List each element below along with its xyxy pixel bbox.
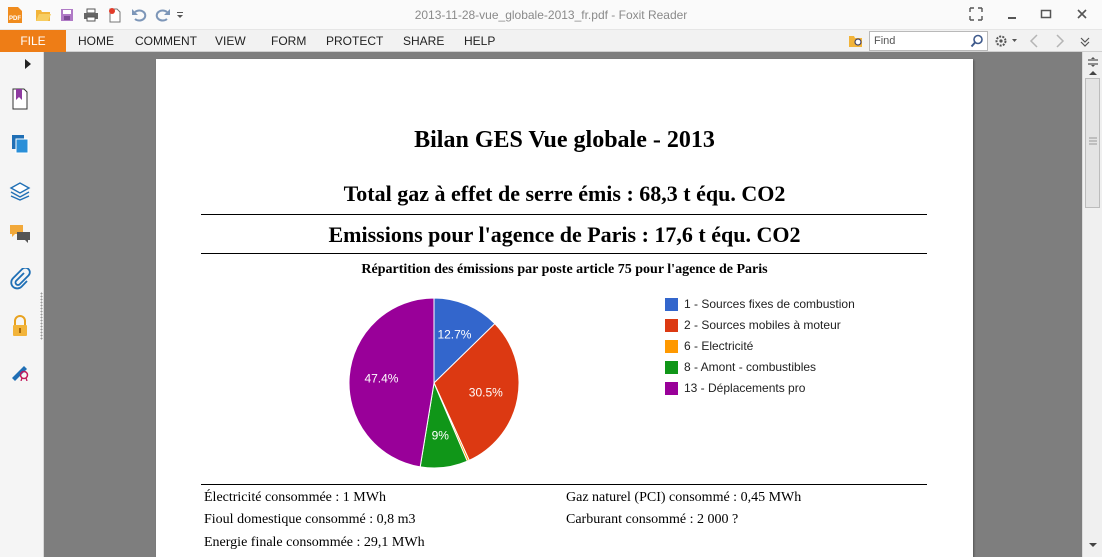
legend-item: 8 - Amont - combustibles [665,360,816,374]
tab-form[interactable]: FORM [271,34,307,48]
vertical-scrollbar[interactable] [1082,52,1102,557]
document-title: Bilan GES Vue globale - 2013 [414,127,715,153]
stat-electricity: Électricité consommée : 1 MWh [204,490,386,505]
legend-swatch [665,360,678,374]
scroll-down-icon[interactable] [1087,538,1099,552]
previous-icon[interactable] [1026,33,1042,49]
split-view-icon[interactable] [1087,56,1099,70]
comments-icon[interactable] [8,222,32,246]
svg-text:PDF: PDF [9,16,21,22]
panel-resize-grip[interactable] [40,292,43,340]
print-icon[interactable] [82,6,100,24]
tab-help[interactable]: HELP [464,34,496,48]
foxit-logo-icon: PDF [6,6,24,24]
legend-item: 13 - Déplacements pro [665,381,805,395]
expand-panel-arrow-icon[interactable] [24,58,32,72]
window-title: 2013-11-28-vue_globale-2013_fr.pdf - Fox… [414,8,688,22]
pdf-page: Bilan GES Vue globale - 2013 Total gaz à… [156,59,973,557]
pie-data-label: 12.7% [437,327,471,341]
legend-item: 1 - Sources fixes de combustion [665,297,855,311]
layers-icon[interactable] [8,178,32,202]
chart-heading: Répartition des émissions par poste arti… [361,262,768,277]
new-document-icon[interactable] [106,6,124,24]
title-bar: PDF 2013-11-28-vue_globale-2013_fr.pdf -… [0,0,1102,30]
pie-data-label: 47.4% [364,372,398,386]
maximize-icon[interactable] [1038,6,1054,22]
settings-gear-icon[interactable] [993,33,1019,49]
divider [201,253,927,254]
pie-data-label: 30.5% [469,386,503,400]
customize-toolbar-chevron-icon[interactable] [174,6,186,24]
attachments-icon[interactable] [8,267,32,291]
security-lock-icon[interactable] [8,314,32,338]
divider [201,214,927,215]
stat-fuel-oil: Fioul domestique consommé : 0,8 m3 [204,512,416,527]
document-view: Bilan GES Vue globale - 2013 Total gaz à… [44,52,1082,557]
tab-view[interactable]: VIEW [215,34,246,48]
legend-label: 6 - Electricité [684,339,754,353]
total-emissions-heading: Total gaz à effet de serre émis : 68,3 t… [343,181,786,206]
ribbon-menu: FILE HOME COMMENT VIEW FORM PROTECT SHAR… [0,30,1102,52]
pie-slice [433,322,520,462]
scroll-up-icon[interactable] [1087,66,1099,80]
legend-item: 2 - Sources mobiles à moteur [665,318,841,332]
find-box[interactable] [869,31,988,51]
pie-slice [433,297,496,385]
legend-label: 13 - Déplacements pro [684,381,806,395]
legend-label: 8 - Amont - combustibles [684,360,817,374]
stat-natural-gas: Gaz naturel (PCI) consommé : 0,45 MWh [566,490,802,505]
tab-comment[interactable]: COMMENT [135,34,197,48]
navigation-panel [0,52,44,557]
close-icon[interactable] [1074,6,1090,22]
redo-icon[interactable] [154,6,172,24]
stat-fuel: Carburant consommé : 2 000 ? [566,512,739,527]
restore-ribbon-icon[interactable] [968,6,984,22]
legend-label: 2 - Sources mobiles à moteur [684,318,841,332]
pie-slice [348,297,435,468]
signature-icon[interactable] [8,358,32,382]
bookmarks-icon[interactable] [8,87,32,111]
agency-emissions-heading: Emissions pour l'agence de Paris : 17,6 … [328,222,801,247]
tab-protect[interactable]: PROTECT [326,34,384,48]
undo-icon[interactable] [130,6,148,24]
legend-swatch [665,381,678,395]
stat-final-energy: Energie finale consommée : 29,1 MWh [204,535,425,550]
legend-swatch [665,339,678,353]
find-folder-icon[interactable] [848,33,864,49]
minimize-icon[interactable] [1004,6,1020,22]
collapse-ribbon-icon[interactable] [1077,33,1093,49]
legend-item: 6 - Electricité [665,339,753,353]
next-icon[interactable] [1052,33,1068,49]
scrollbar-thumb[interactable] [1085,78,1100,208]
tab-share[interactable]: SHARE [403,34,445,48]
save-icon[interactable] [58,6,76,24]
find-input[interactable] [870,32,966,50]
pages-icon[interactable] [8,132,32,156]
tab-home[interactable]: HOME [78,34,114,48]
legend-swatch [665,297,678,311]
open-icon[interactable] [34,6,52,24]
divider [201,484,927,485]
emissions-pie-chart: 12.7% 30.5% 9% 47.4% [348,297,520,469]
legend-label: 1 - Sources fixes de combustion [684,297,855,311]
tab-file[interactable]: FILE [0,30,66,52]
pie-data-label: 9% [432,428,450,442]
legend-swatch [665,318,678,332]
search-icon[interactable] [970,34,984,51]
